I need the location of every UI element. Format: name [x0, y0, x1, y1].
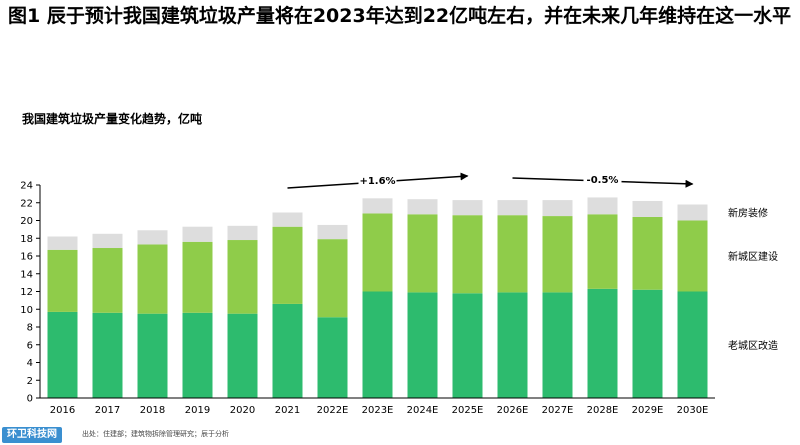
x-tick-label: 2019: [185, 405, 210, 416]
chart-subtitle: 我国建筑垃圾产量变化趋势，亿吨: [22, 112, 203, 126]
bar-segment-2017-s0: [92, 312, 123, 398]
bar-segment-2029E-s1: [632, 216, 663, 290]
bar-segment-2018-s0: [137, 313, 168, 398]
y-tick-label: 12: [20, 287, 33, 298]
page-title: 图1 辰于预计我国建筑垃圾产量将在2023年达到22亿吨左右，并在未来几年维持在…: [8, 5, 792, 27]
bar-segment-2024E-s1: [407, 214, 438, 293]
y-tick-label: 24: [20, 181, 33, 192]
bar-segment-2022E-s2: [317, 224, 348, 240]
y-tick-label: 20: [20, 216, 33, 227]
bar-segment-2026E-s0: [497, 292, 528, 398]
bar-segment-2028E-s0: [587, 288, 618, 398]
bars-group: [47, 197, 708, 398]
x-tick-label: 2018: [140, 405, 165, 416]
bar-segment-2028E-s1: [587, 214, 618, 289]
bar-segment-2030E-s2: [677, 204, 708, 221]
bar-segment-2020-s1: [227, 240, 258, 314]
growth-label-1: -0.5%: [587, 175, 619, 186]
bar-segment-2020-s2: [227, 225, 258, 241]
y-tick-label: 4: [27, 358, 33, 369]
bar-segment-2022E-s0: [317, 317, 348, 398]
bar-segment-2016-s2: [47, 236, 78, 250]
bar-segment-2026E-s1: [497, 215, 528, 293]
x-tick-label: 2026E: [497, 405, 529, 416]
bar-segment-2018-s1: [137, 244, 168, 314]
bar-segment-2016-s1: [47, 249, 78, 312]
bar-segment-2021-s2: [272, 212, 303, 227]
legend-label-1: 新城区建设: [728, 250, 778, 263]
bar-segment-2023E-s2: [362, 198, 393, 214]
bar-segment-2019-s2: [182, 226, 213, 242]
site-logo: 环卫科技网: [2, 427, 62, 443]
x-tick-label: 2025E: [452, 405, 484, 416]
x-axis: 2016 2017 2018 2019 2020 2021 2022E 2023E 2024E 2…: [40, 397, 715, 416]
y-tick-label: 16: [20, 252, 33, 263]
bar-segment-2027E-s2: [542, 200, 573, 217]
bar-segment-2018-s2: [137, 230, 168, 245]
bar-segment-2024E-s0: [407, 292, 438, 398]
bar-segment-2020-s0: [227, 313, 258, 398]
bar-segment-2027E-s1: [542, 216, 573, 293]
source-note: 出处：住建部；建筑物拆除管理研究；辰于分析: [82, 430, 229, 438]
x-tick-label: 2024E: [407, 405, 439, 416]
x-tick-label: 2020: [230, 405, 255, 416]
legend-label-0: 老城区改造: [728, 339, 778, 352]
bar-segment-2016-s0: [47, 311, 78, 398]
y-tick-label: 8: [27, 323, 33, 334]
x-tick-label: 2028E: [587, 405, 619, 416]
growth-label-0: +1.6%: [359, 176, 395, 187]
bar-segment-2025E-s0: [452, 293, 483, 398]
y-tick-label: 14: [20, 269, 33, 280]
x-tick-label: 2022E: [317, 405, 349, 416]
x-tick-label: 2016: [50, 405, 75, 416]
bar-segment-2021-s1: [272, 226, 303, 304]
footer: 环卫科技网 出处：住建部；建筑物拆除管理研究；辰于分析: [0, 424, 800, 445]
bar-segment-2023E-s1: [362, 213, 393, 292]
x-tick-label: 2023E: [362, 405, 394, 416]
legend-label-2: 新房装修: [728, 207, 768, 220]
x-tick-label: 2017: [95, 405, 120, 416]
bar-segment-2022E-s1: [317, 239, 348, 318]
bar-segment-2030E-s0: [677, 291, 708, 398]
bar-segment-2028E-s2: [587, 197, 618, 215]
growth-label-bg-1: [583, 172, 622, 186]
x-tick-label: 2030E: [677, 405, 709, 416]
bar-segment-2019-s0: [182, 312, 213, 398]
bar-segment-2017-s2: [92, 233, 123, 249]
bar-segment-2027E-s0: [542, 292, 573, 398]
bar-segment-2029E-s2: [632, 200, 663, 217]
y-tick-label: 2: [27, 376, 33, 387]
bar-segment-2025E-s1: [452, 215, 483, 294]
bar-segment-2029E-s0: [632, 289, 663, 398]
growth-label-bg-0: [358, 173, 397, 187]
x-tick-label: 2021: [275, 405, 300, 416]
x-tick-label: 2029E: [632, 405, 664, 416]
y-tick-label: 18: [20, 234, 33, 245]
bar-segment-2017-s1: [92, 248, 123, 313]
legend: 老城区改造 新城区建设 新房装修: [728, 207, 778, 352]
y-tick-label: 10: [20, 305, 33, 316]
bar-segment-2023E-s0: [362, 291, 393, 398]
bar-segment-2025E-s2: [452, 200, 483, 216]
bar-segment-2024E-s2: [407, 199, 438, 215]
y-tick-label: 0: [27, 394, 33, 405]
bar-segment-2019-s1: [182, 241, 213, 313]
y-tick-label: 22: [20, 198, 33, 209]
bar-segment-2021-s0: [272, 303, 303, 398]
y-tick-label: 6: [27, 340, 33, 351]
bar-segment-2030E-s1: [677, 220, 708, 292]
x-tick-label: 2027E: [542, 405, 574, 416]
growth-annotations: +1.6% -0.5%: [287, 172, 694, 189]
bar-segment-2026E-s2: [497, 200, 528, 216]
